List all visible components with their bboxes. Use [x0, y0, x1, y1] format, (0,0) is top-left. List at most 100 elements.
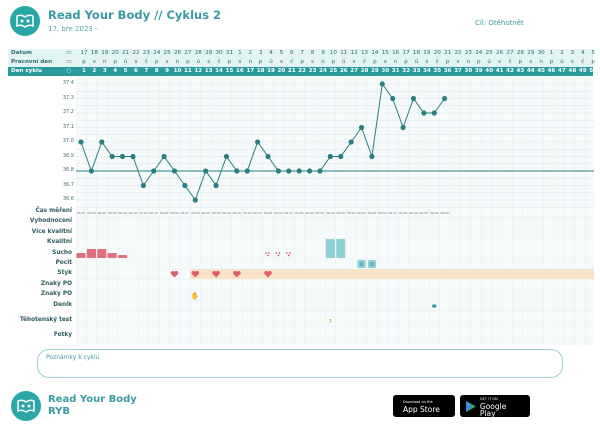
temperature-point[interactable] — [151, 168, 157, 174]
quality-mucus-mark[interactable] — [336, 239, 346, 258]
bleeding-mark[interactable] — [86, 249, 96, 258]
date-cell[interactable]: 20 — [111, 50, 119, 56]
cycle-day-cell[interactable]: 8 — [154, 68, 159, 74]
cycle-day-cell[interactable]: 7 — [144, 68, 149, 74]
date-cell[interactable]: 13 — [360, 50, 369, 56]
cycle-day-cell[interactable]: 35 — [433, 68, 442, 74]
weekday-cell[interactable]: č — [435, 59, 439, 65]
pregnancy-test-mark[interactable]: ? — [329, 319, 332, 325]
weekday-cell[interactable]: s — [92, 59, 96, 65]
date-cell[interactable]: 4 — [580, 50, 585, 56]
cycle-day-cell[interactable]: 34 — [422, 68, 431, 74]
temperature-point[interactable] — [171, 168, 178, 174]
date-cell[interactable]: 17 — [402, 50, 410, 56]
date-cell[interactable]: 5 — [279, 50, 284, 56]
date-cell[interactable]: 30 — [537, 50, 545, 56]
temperature-point[interactable] — [255, 139, 261, 145]
weekday-cell[interactable]: p — [331, 59, 336, 65]
temperature-point[interactable] — [182, 182, 188, 189]
weekday-cell[interactable]: p — [445, 59, 450, 65]
weekday-cell[interactable]: ú — [341, 59, 346, 65]
date-cell[interactable]: 23 — [464, 50, 472, 56]
temperature-point[interactable] — [275, 168, 282, 174]
weekday-cell[interactable]: p — [154, 59, 159, 65]
weekday-cell[interactable]: s — [165, 59, 169, 65]
temperature-point[interactable] — [421, 110, 427, 116]
temperature-point[interactable] — [78, 139, 84, 145]
weekday-cell[interactable]: p — [404, 59, 408, 65]
temperature-point[interactable] — [109, 153, 115, 160]
spotting-dot[interactable] — [268, 252, 270, 254]
cycle-day-cell[interactable]: 27 — [350, 68, 359, 74]
date-cell[interactable]: 19 — [101, 50, 109, 56]
diary-icon[interactable] — [432, 304, 437, 308]
date-cell[interactable]: 29 — [205, 50, 213, 56]
weekday-cell[interactable]: s — [311, 59, 315, 65]
date-cell[interactable]: 6 — [290, 50, 294, 56]
cycle-day-cell[interactable]: 14 — [215, 68, 223, 74]
cycle-day-cell[interactable]: 2 — [92, 68, 97, 74]
weekday-cell[interactable]: p — [258, 59, 263, 65]
date-cell[interactable]: 31 — [225, 50, 234, 56]
spotting-dot[interactable] — [265, 252, 267, 254]
weekday-cell[interactable]: p — [300, 59, 304, 65]
cycle-day-cell[interactable]: 3 — [102, 68, 107, 74]
cycle-day-cell[interactable]: 36 — [443, 68, 452, 74]
temperature-point[interactable] — [119, 153, 126, 160]
google-play-button[interactable]: GET IT ON Google Play — [460, 395, 530, 417]
date-cell[interactable]: 16 — [392, 50, 400, 56]
weekday-cell[interactable]: č — [144, 59, 148, 65]
cycle-day-cell[interactable]: 5 — [123, 68, 128, 74]
heart-icon[interactable] — [170, 270, 179, 278]
cycle-day-cell[interactable]: 48 — [568, 68, 577, 74]
cycle-day-cell[interactable]: 23 — [308, 68, 317, 74]
weekday-cell[interactable]: p — [186, 59, 190, 65]
spotting-dot[interactable] — [267, 254, 269, 257]
cycle-day-cell[interactable]: 12 — [194, 68, 203, 74]
date-cell[interactable]: 25 — [485, 50, 493, 56]
weekday-cell[interactable]: s — [207, 59, 211, 65]
cycle-day-cell[interactable]: 38 — [464, 68, 473, 74]
weekday-cell[interactable]: p — [373, 59, 377, 65]
temperature-point[interactable] — [244, 168, 250, 174]
date-cell[interactable]: 27 — [506, 50, 514, 56]
cycle-day-cell[interactable]: 28 — [360, 68, 369, 74]
bleeding-mark[interactable] — [117, 255, 128, 258]
weekday-cell[interactable]: s — [456, 59, 460, 65]
temperature-point[interactable] — [379, 81, 385, 87]
cycle-day-cell[interactable]: 17 — [246, 68, 255, 74]
weekday-cell[interactable]: n — [102, 59, 107, 65]
temperature-point[interactable] — [130, 153, 136, 160]
weekday-cell[interactable]: ú — [414, 59, 419, 65]
feeling-mark[interactable] — [357, 260, 366, 268]
date-cell[interactable]: 2 — [560, 50, 564, 56]
heart-icon[interactable] — [233, 270, 241, 278]
temperature-point[interactable] — [327, 153, 333, 160]
bleeding-mark[interactable] — [107, 253, 117, 258]
temperature-point[interactable] — [431, 110, 437, 116]
cycle-day-cell[interactable]: 25 — [329, 68, 338, 74]
date-cell[interactable]: 29 — [527, 50, 535, 56]
heart-icon[interactable] — [191, 270, 200, 278]
heart-icon[interactable] — [264, 270, 272, 278]
temperature-point[interactable] — [192, 197, 198, 203]
date-cell[interactable]: 12 — [350, 50, 358, 56]
date-cell[interactable]: 26 — [496, 50, 504, 56]
cycle-day-cell[interactable]: 42 — [506, 68, 514, 74]
spotting-dot[interactable] — [278, 252, 281, 254]
cycle-day-cell[interactable]: 39 — [474, 68, 483, 74]
weekday-cell[interactable]: s — [238, 59, 242, 65]
weekday-cell[interactable]: ú — [560, 59, 564, 65]
cycle-notes-field[interactable]: Poznámky k cyklu — [37, 349, 563, 378]
cycle-day-cell[interactable]: 19 — [267, 68, 275, 74]
temperature-point[interactable] — [369, 153, 375, 160]
weekday-cell[interactable]: p — [227, 59, 232, 65]
weekday-cell[interactable]: č — [362, 59, 367, 65]
heart-icon[interactable] — [212, 270, 220, 278]
date-cell[interactable]: 2 — [248, 50, 253, 56]
date-cell[interactable]: 14 — [371, 50, 379, 56]
temperature-point[interactable] — [234, 168, 240, 174]
cycle-day-cell[interactable]: 29 — [371, 68, 379, 74]
date-cell[interactable]: 7 — [300, 50, 304, 56]
spotting-dot[interactable] — [288, 254, 290, 257]
